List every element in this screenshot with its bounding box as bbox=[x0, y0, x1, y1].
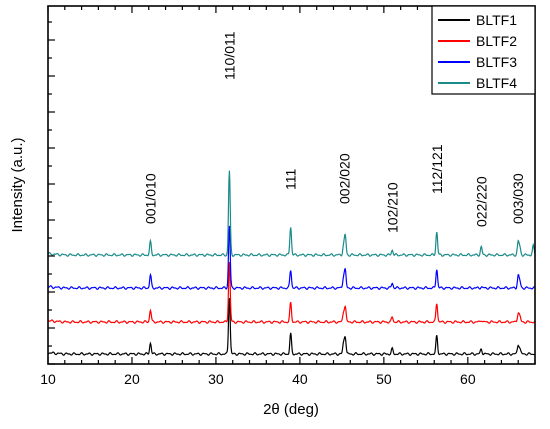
y-axis bbox=[48, 21, 55, 365]
x-tick-label: 30 bbox=[208, 371, 224, 387]
legend-label-bltf2: BLTF2 bbox=[476, 33, 517, 49]
y-axis-label: Intensity (a.u.) bbox=[9, 137, 26, 232]
peak-label: 112/121 bbox=[429, 144, 445, 194]
peak-label: 001/010 bbox=[142, 173, 158, 224]
series-layer bbox=[47, 170, 536, 356]
legend-box bbox=[431, 5, 536, 95]
x-tick-label: 40 bbox=[292, 371, 308, 387]
legend: BLTF1 BLTF2 BLTF3 BLTF4 bbox=[431, 5, 536, 95]
plot-frame bbox=[47, 5, 536, 365]
x-axis-label: 2θ (deg) bbox=[263, 401, 319, 418]
peak-label: 003/030 bbox=[510, 173, 526, 224]
x-tick-label: 20 bbox=[124, 371, 140, 387]
peak-label: 022/220 bbox=[473, 176, 489, 227]
x-tick-label: 60 bbox=[460, 371, 476, 387]
series-bltf3 bbox=[48, 225, 536, 290]
peak-annotations: 001/010 110/011 111 002/020 102/210 112/121 02… bbox=[142, 31, 526, 233]
x-axis: 10 20 30 40 50 60 bbox=[40, 6, 536, 387]
series-bltf2 bbox=[47, 262, 536, 324]
x-tick-label: 50 bbox=[376, 371, 392, 387]
series-bltf4 bbox=[47, 170, 536, 257]
peak-label: 110/011 bbox=[221, 31, 237, 80]
series-bltf1 bbox=[48, 298, 536, 356]
legend-label-bltf4: BLTF4 bbox=[476, 75, 517, 91]
peak-label: 102/210 bbox=[384, 182, 400, 233]
legend-label-bltf3: BLTF3 bbox=[476, 54, 517, 70]
peak-label: 002/020 bbox=[336, 153, 352, 204]
legend-label-bltf1: BLTF1 bbox=[476, 12, 517, 28]
peak-label: 111 bbox=[283, 169, 299, 190]
x-tick-label: 10 bbox=[40, 371, 56, 387]
